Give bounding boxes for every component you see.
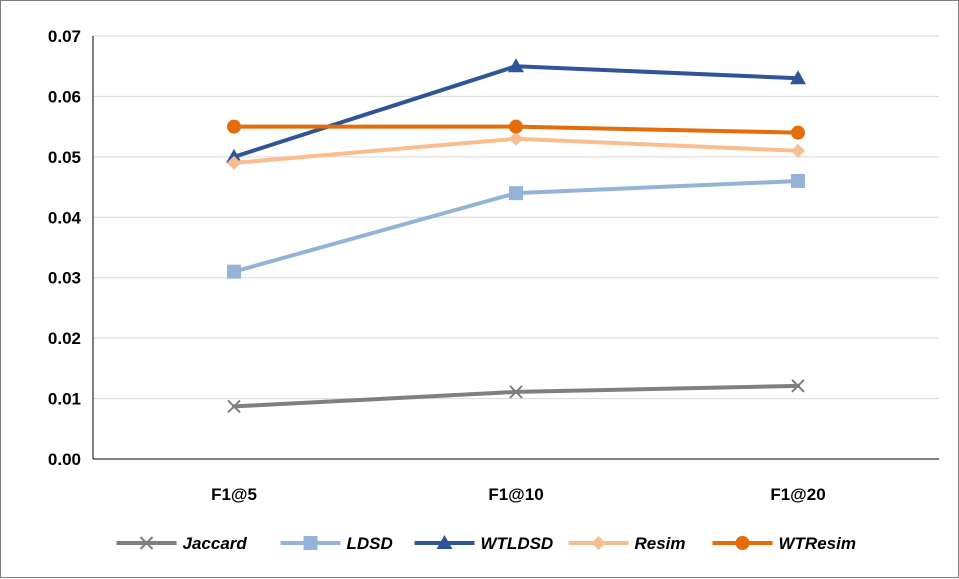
data-point xyxy=(226,148,242,163)
data-point xyxy=(791,174,805,189)
x-icon xyxy=(139,536,154,550)
data-point xyxy=(227,155,241,170)
data-point xyxy=(791,379,805,393)
x-tick-label: F1@10 xyxy=(488,485,543,504)
legend-item-ldsd: LDSD xyxy=(280,534,393,553)
series xyxy=(226,58,806,414)
series-jaccard xyxy=(227,379,805,414)
x-tick-labels: F1@5 F1@10 F1@20 xyxy=(211,485,826,504)
y-tick-label: 0.01 xyxy=(48,390,81,409)
legend-item-resim: Resim xyxy=(568,534,686,553)
legend-item-jaccard: Jaccard xyxy=(116,534,248,553)
legend-label: Resim xyxy=(635,534,686,553)
legend-label: Jaccard xyxy=(183,534,248,553)
x-tick-label: F1@20 xyxy=(770,485,825,504)
y-tick-label: 0.03 xyxy=(48,269,81,288)
legend-label: WTResim xyxy=(779,534,856,553)
y-tick-label: 0.07 xyxy=(48,27,81,46)
data-point xyxy=(227,399,241,414)
data-point xyxy=(791,125,805,140)
data-point xyxy=(508,58,524,73)
data-point xyxy=(790,70,806,85)
y-tick-labels: 0.00 0.01 0.02 0.03 0.04 0.05 0.06 0.07 xyxy=(48,27,82,469)
axes xyxy=(92,36,939,460)
legend-item-wtresim: WTResim xyxy=(712,534,856,553)
data-point xyxy=(791,143,805,158)
legend-item-wtldsd: WTLDSD xyxy=(414,534,554,553)
legend: Jaccard LDSD WTLDSD Resim WTResim xyxy=(116,534,856,553)
triangle-icon xyxy=(436,535,453,549)
data-point xyxy=(509,131,523,146)
legend-label: LDSD xyxy=(347,534,393,553)
data-point xyxy=(227,264,241,279)
series-wtresim xyxy=(227,119,805,140)
square-icon xyxy=(303,536,318,550)
circle-icon xyxy=(735,536,750,550)
data-point xyxy=(509,119,523,134)
y-tick-label: 0.02 xyxy=(48,329,81,348)
series-resim xyxy=(227,131,805,170)
data-point xyxy=(509,186,523,201)
gridlines xyxy=(93,35,939,400)
y-tick-label: 0.06 xyxy=(48,87,81,106)
y-tick-label: 0.00 xyxy=(48,450,81,469)
series-line xyxy=(232,383,800,409)
y-tick-label: 0.04 xyxy=(48,208,82,227)
data-point xyxy=(227,119,241,134)
legend-label: WTLDSD xyxy=(481,534,554,553)
x-tick-label: F1@5 xyxy=(211,485,257,504)
diamond-icon xyxy=(591,536,606,550)
data-point xyxy=(509,385,523,399)
series-ldsd xyxy=(227,174,805,279)
y-tick-label: 0.05 xyxy=(48,148,81,167)
